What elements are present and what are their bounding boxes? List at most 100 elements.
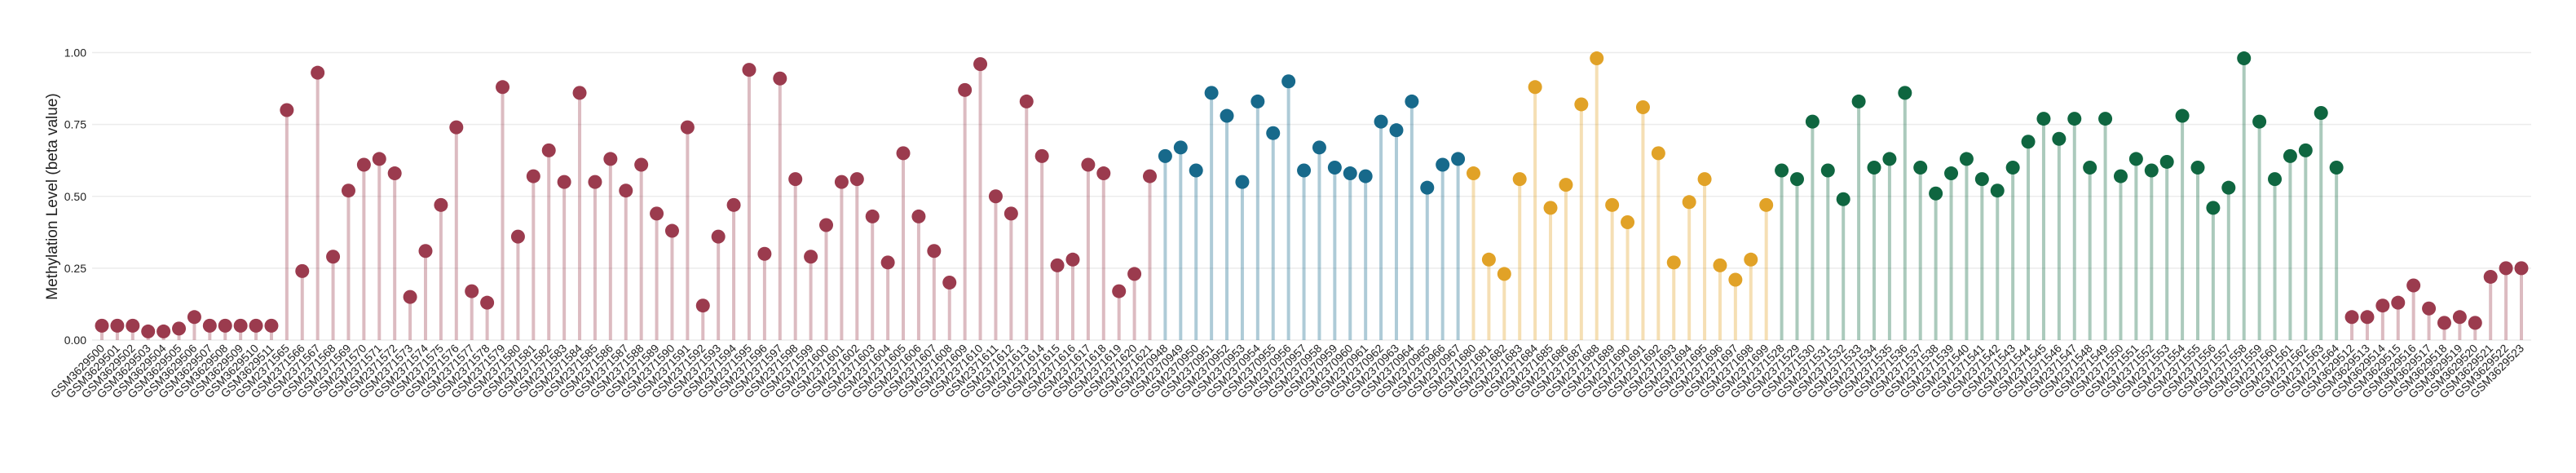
point (973, 57, 988, 72)
point (773, 71, 787, 86)
point (218, 318, 232, 333)
point (1127, 267, 1142, 281)
point (311, 65, 325, 80)
point (1820, 163, 1835, 178)
point (958, 82, 973, 97)
point (927, 244, 942, 259)
point (341, 183, 355, 198)
point (1235, 175, 1250, 189)
point (1003, 206, 1018, 221)
point (695, 298, 710, 313)
point (1143, 169, 1158, 183)
point (449, 120, 464, 135)
point (2437, 316, 2451, 330)
point (2175, 108, 2190, 123)
point (1590, 51, 1604, 66)
point (1974, 172, 1989, 187)
point (95, 318, 109, 333)
point (834, 175, 849, 189)
point (742, 63, 756, 77)
point (1204, 86, 1219, 100)
point (1898, 86, 1912, 100)
point (1543, 201, 1558, 215)
point (1220, 108, 1234, 123)
point (1019, 94, 1034, 108)
point (280, 103, 294, 117)
point (2159, 154, 2174, 169)
point (880, 255, 895, 270)
y-tick-label: 0.00 (64, 334, 86, 347)
point (1605, 197, 1620, 212)
point (1882, 152, 1897, 166)
point (788, 172, 803, 187)
point (2128, 152, 2143, 166)
point (634, 157, 649, 172)
point (526, 169, 540, 183)
point (804, 250, 818, 264)
point (2098, 112, 2113, 126)
point (603, 152, 618, 166)
y-tick-label: 1.00 (64, 46, 86, 60)
point (480, 295, 495, 310)
point (187, 310, 201, 325)
point (2021, 135, 2036, 149)
y-tick-label: 0.25 (64, 262, 86, 275)
point (1666, 255, 1681, 270)
point (326, 250, 341, 264)
point (1343, 166, 1357, 181)
y-axis-label: Methylation Level (beta value) (44, 93, 61, 299)
point (157, 324, 171, 338)
point (896, 146, 911, 161)
point (1836, 192, 1850, 206)
point (1651, 146, 1665, 161)
point (2005, 161, 2020, 175)
point (403, 290, 417, 304)
point (2036, 112, 2051, 126)
point (1805, 114, 1820, 129)
point (172, 321, 187, 336)
point (465, 284, 479, 298)
point (819, 218, 834, 232)
point (2067, 112, 2082, 126)
point (2422, 301, 2437, 316)
point (264, 318, 279, 333)
point (1358, 169, 1373, 183)
point (1405, 94, 1419, 108)
point (1266, 126, 1281, 140)
y-tick-label: 0.50 (64, 190, 86, 203)
point (2083, 161, 2097, 175)
point (619, 183, 633, 198)
point (2268, 172, 2283, 187)
point (1327, 161, 1342, 175)
point (1451, 152, 1466, 166)
point (1297, 163, 1312, 178)
point (249, 318, 263, 333)
point (2360, 310, 2375, 325)
point (1481, 252, 1496, 267)
point (1713, 258, 1727, 272)
point (1574, 97, 1589, 112)
point (757, 246, 772, 261)
point (726, 197, 741, 212)
point (711, 229, 726, 244)
point (1528, 80, 1542, 95)
point (126, 318, 140, 333)
point (1096, 166, 1111, 181)
point (1775, 163, 1789, 178)
point (1420, 180, 1435, 195)
point (2052, 131, 2067, 146)
point (1466, 166, 1480, 181)
point (541, 143, 556, 157)
point (2499, 261, 2513, 276)
point (2468, 316, 2482, 330)
point (2483, 269, 2498, 284)
point (2252, 114, 2267, 129)
point (942, 276, 957, 290)
point (356, 157, 371, 172)
point (1789, 172, 1804, 187)
point (1050, 258, 1065, 272)
point (1759, 197, 1774, 212)
point (1081, 157, 1096, 172)
point (2406, 278, 2421, 293)
point (1112, 284, 1127, 298)
